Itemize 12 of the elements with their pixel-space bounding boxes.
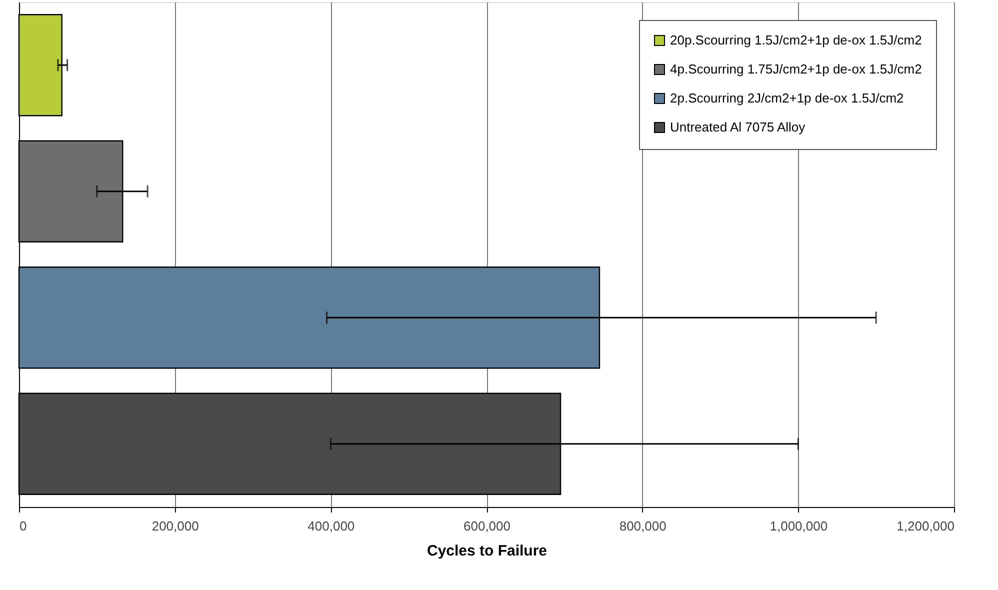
x-axis-title: Cycles to Failure bbox=[426, 542, 548, 560]
legend-label: 2p.Scourring 2J/cm2+1p de-ox 1.5J/cm2 bbox=[670, 90, 904, 106]
legend-label: Untreated Al 7075 Alloy bbox=[670, 120, 806, 134]
x-tick-label: 1,000,000 bbox=[770, 518, 828, 534]
x-tick-label: 200,000 bbox=[152, 518, 199, 534]
x-tick-label: 600,000 bbox=[464, 518, 510, 534]
x-tick-label: 1,200,000 bbox=[896, 518, 954, 534]
legend-label: 4p.Scourring 1.75J/cm2+1p de-ox 1.5J/cm2 bbox=[670, 62, 922, 76]
x-tick-label: 400,000 bbox=[308, 518, 355, 534]
legend-label: 20p.Scourring 1.5J/cm2+1p de-ox 1.5J/cm2 bbox=[670, 32, 922, 48]
x-tick-label: 0 bbox=[20, 518, 27, 534]
x-tick-label: 800,000 bbox=[619, 518, 666, 534]
